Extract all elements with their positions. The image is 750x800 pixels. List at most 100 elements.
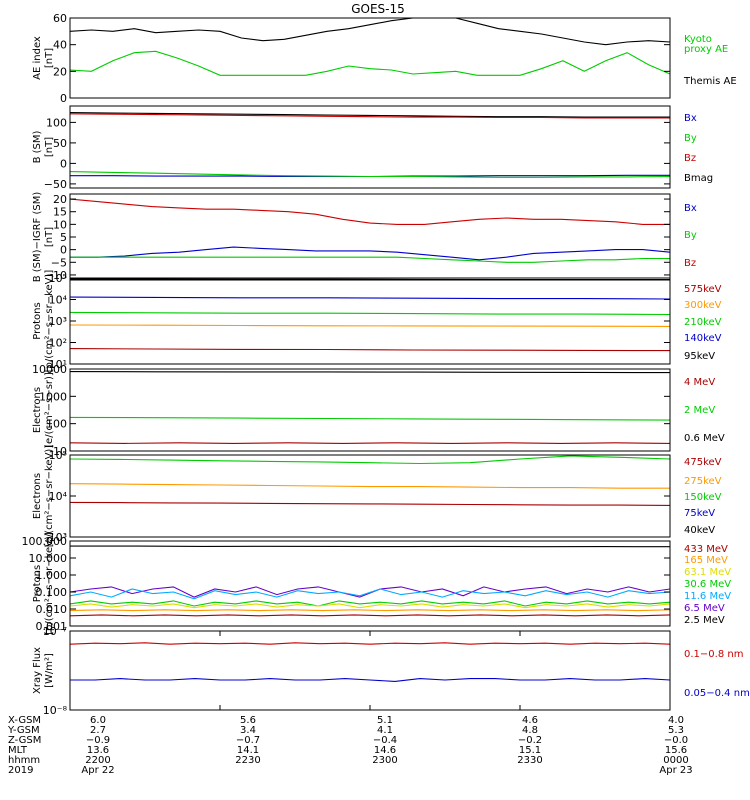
x-row-label: hhmm [8, 755, 40, 766]
x-tick-label: 14.1 [237, 745, 259, 756]
y-axis-title: B (SM) [32, 130, 43, 163]
y-tick-label: 10⁵ [49, 449, 67, 462]
y-tick-label: 20 [53, 65, 67, 78]
series-line-protons2-3 [69, 600, 671, 607]
y-tick-label: 15 [53, 206, 67, 219]
legend-label: 275keV [684, 476, 722, 487]
legend-label: Kyoto [684, 34, 712, 45]
x-tick-label: −0.9 [86, 735, 110, 746]
x-tick-label: 2300 [372, 755, 397, 766]
legend-label: 6.5 MeV [684, 603, 725, 614]
x-row-label: X-GSM [8, 715, 41, 726]
legend-label: proxy AE [684, 44, 728, 55]
y-tick-label: 0 [60, 244, 67, 257]
legend-label: Bz [684, 258, 696, 269]
legend-label: By [684, 230, 697, 241]
panel-protons2: 0.001 0.010 0.100 1.000 10.000 100.000 Protons… [22, 532, 732, 635]
series-line-electrons1-2 [69, 442, 671, 444]
y-tick-label: 100 [46, 116, 67, 129]
y-axis-title: [e/(cm²−s−sr)] [44, 372, 55, 448]
panel-electrons1: 10 100 1000 10000 Electrons [e/(cm²−s−sr)] 4 M… [32, 363, 725, 458]
legend-label: 165 MeV [684, 555, 728, 566]
y-tick-label: −50 [44, 178, 67, 191]
series-line-bigrf-2 [70, 256, 670, 263]
legend-label: 210keV [684, 317, 722, 328]
series-line-electrons1-0 [69, 371, 671, 374]
x-tick-label: 15.6 [665, 745, 687, 756]
series-line-bigrf-0 [69, 198, 670, 225]
y-tick-label: 10⁴ [49, 294, 68, 307]
x-tick-label: 13.6 [87, 745, 109, 756]
x-tick-label: 15.1 [519, 745, 541, 756]
legend-label: 2 MeV [684, 405, 715, 416]
panel-frame [69, 17, 671, 99]
y-tick-label: 1.000 [36, 569, 68, 582]
legend-label: 150keV [684, 492, 722, 503]
series-line-protons2-0 [70, 545, 671, 548]
x-tick-label: 6.0 [90, 715, 106, 726]
y-tick-label: 10 [53, 445, 67, 458]
series-line-electrons2-0 [69, 455, 671, 465]
x-tick-label: 4.0 [668, 715, 684, 726]
x-tick-label: −0.0 [664, 735, 688, 746]
y-axis-title: [nT] [44, 48, 55, 68]
y-tick-label: 100.000 [22, 535, 68, 548]
series-line-protons1-4 [69, 348, 671, 352]
x-tick-label: −0.7 [236, 735, 260, 746]
x-tick-label: −0.2 [518, 735, 542, 746]
x-tick-label: 5.1 [377, 715, 393, 726]
legend-label: 575keV [684, 284, 722, 295]
series-line-ae-0 [69, 17, 671, 46]
series-line-protons2-5 [69, 609, 671, 612]
panel-frame [69, 454, 671, 538]
y-tick-label: 5 [60, 231, 67, 244]
x-row-label: 2019 [8, 765, 33, 776]
legend-label: 2.5 MeV [684, 615, 725, 626]
x-tick-label: 2230 [235, 755, 260, 766]
panel-frame [69, 630, 671, 711]
legend-label: Themis AE [683, 76, 737, 87]
legend-label: 75keV [684, 508, 715, 519]
series-line-xray-1 [70, 678, 671, 682]
y-tick-label: 0.100 [36, 586, 68, 599]
legend-label: 40keV [684, 525, 715, 536]
y-axis-title: Electrons [32, 387, 43, 433]
panel-frame [69, 540, 671, 627]
series-line-protons2-4 [69, 603, 671, 609]
legend-label: 11.6 MeV [684, 591, 731, 602]
series-line-protons1-1 [69, 296, 671, 300]
x-tick-label: 2200 [85, 755, 110, 766]
y-tick-label: 20 [53, 193, 67, 206]
y-tick-label: 10² [49, 337, 67, 350]
series-line-electrons2-1 [69, 483, 670, 489]
legend-label: 0.1−0.8 nm [684, 649, 743, 660]
y-axis-title: [e/(cm²−s−sr−keV)] [44, 445, 55, 548]
series-line-bigrf-1 [70, 246, 671, 261]
series-line-bsm-0 [69, 112, 670, 118]
x-tick-label: 4.8 [522, 725, 538, 736]
y-tick-label: −10 [44, 269, 67, 282]
y-tick-label: 10⁴ [49, 490, 68, 503]
legend-label: 0.05−0.4 nm [684, 688, 750, 699]
series-line-ae-1 [69, 50, 671, 76]
legend-label: 433 MeV [684, 544, 728, 555]
x-tick-label: 4.1 [377, 725, 393, 736]
y-tick-label: 10³ [49, 315, 67, 328]
y-axis-title: Protons [32, 565, 43, 602]
x-tick-label: 2.7 [90, 725, 106, 736]
chart-title: GOES-15 [351, 2, 405, 16]
x-tick-label: Apr 22 [81, 765, 114, 776]
x-tick-label: 5.6 [240, 715, 256, 726]
y-tick-label: 10000 [32, 363, 67, 376]
x-tick-label: −0.4 [373, 735, 397, 746]
y-tick-label: 10⁻⁷ [43, 625, 67, 638]
y-axis-title: [p/(cm²−s−sr−keV)] [44, 532, 55, 635]
x-tick-label: 2330 [517, 755, 542, 766]
legend-label: 30.6 MeV [684, 579, 731, 590]
legend-label: Bz [684, 153, 696, 164]
y-tick-label: 50 [53, 137, 67, 150]
y-tick-label: 100 [46, 418, 67, 431]
